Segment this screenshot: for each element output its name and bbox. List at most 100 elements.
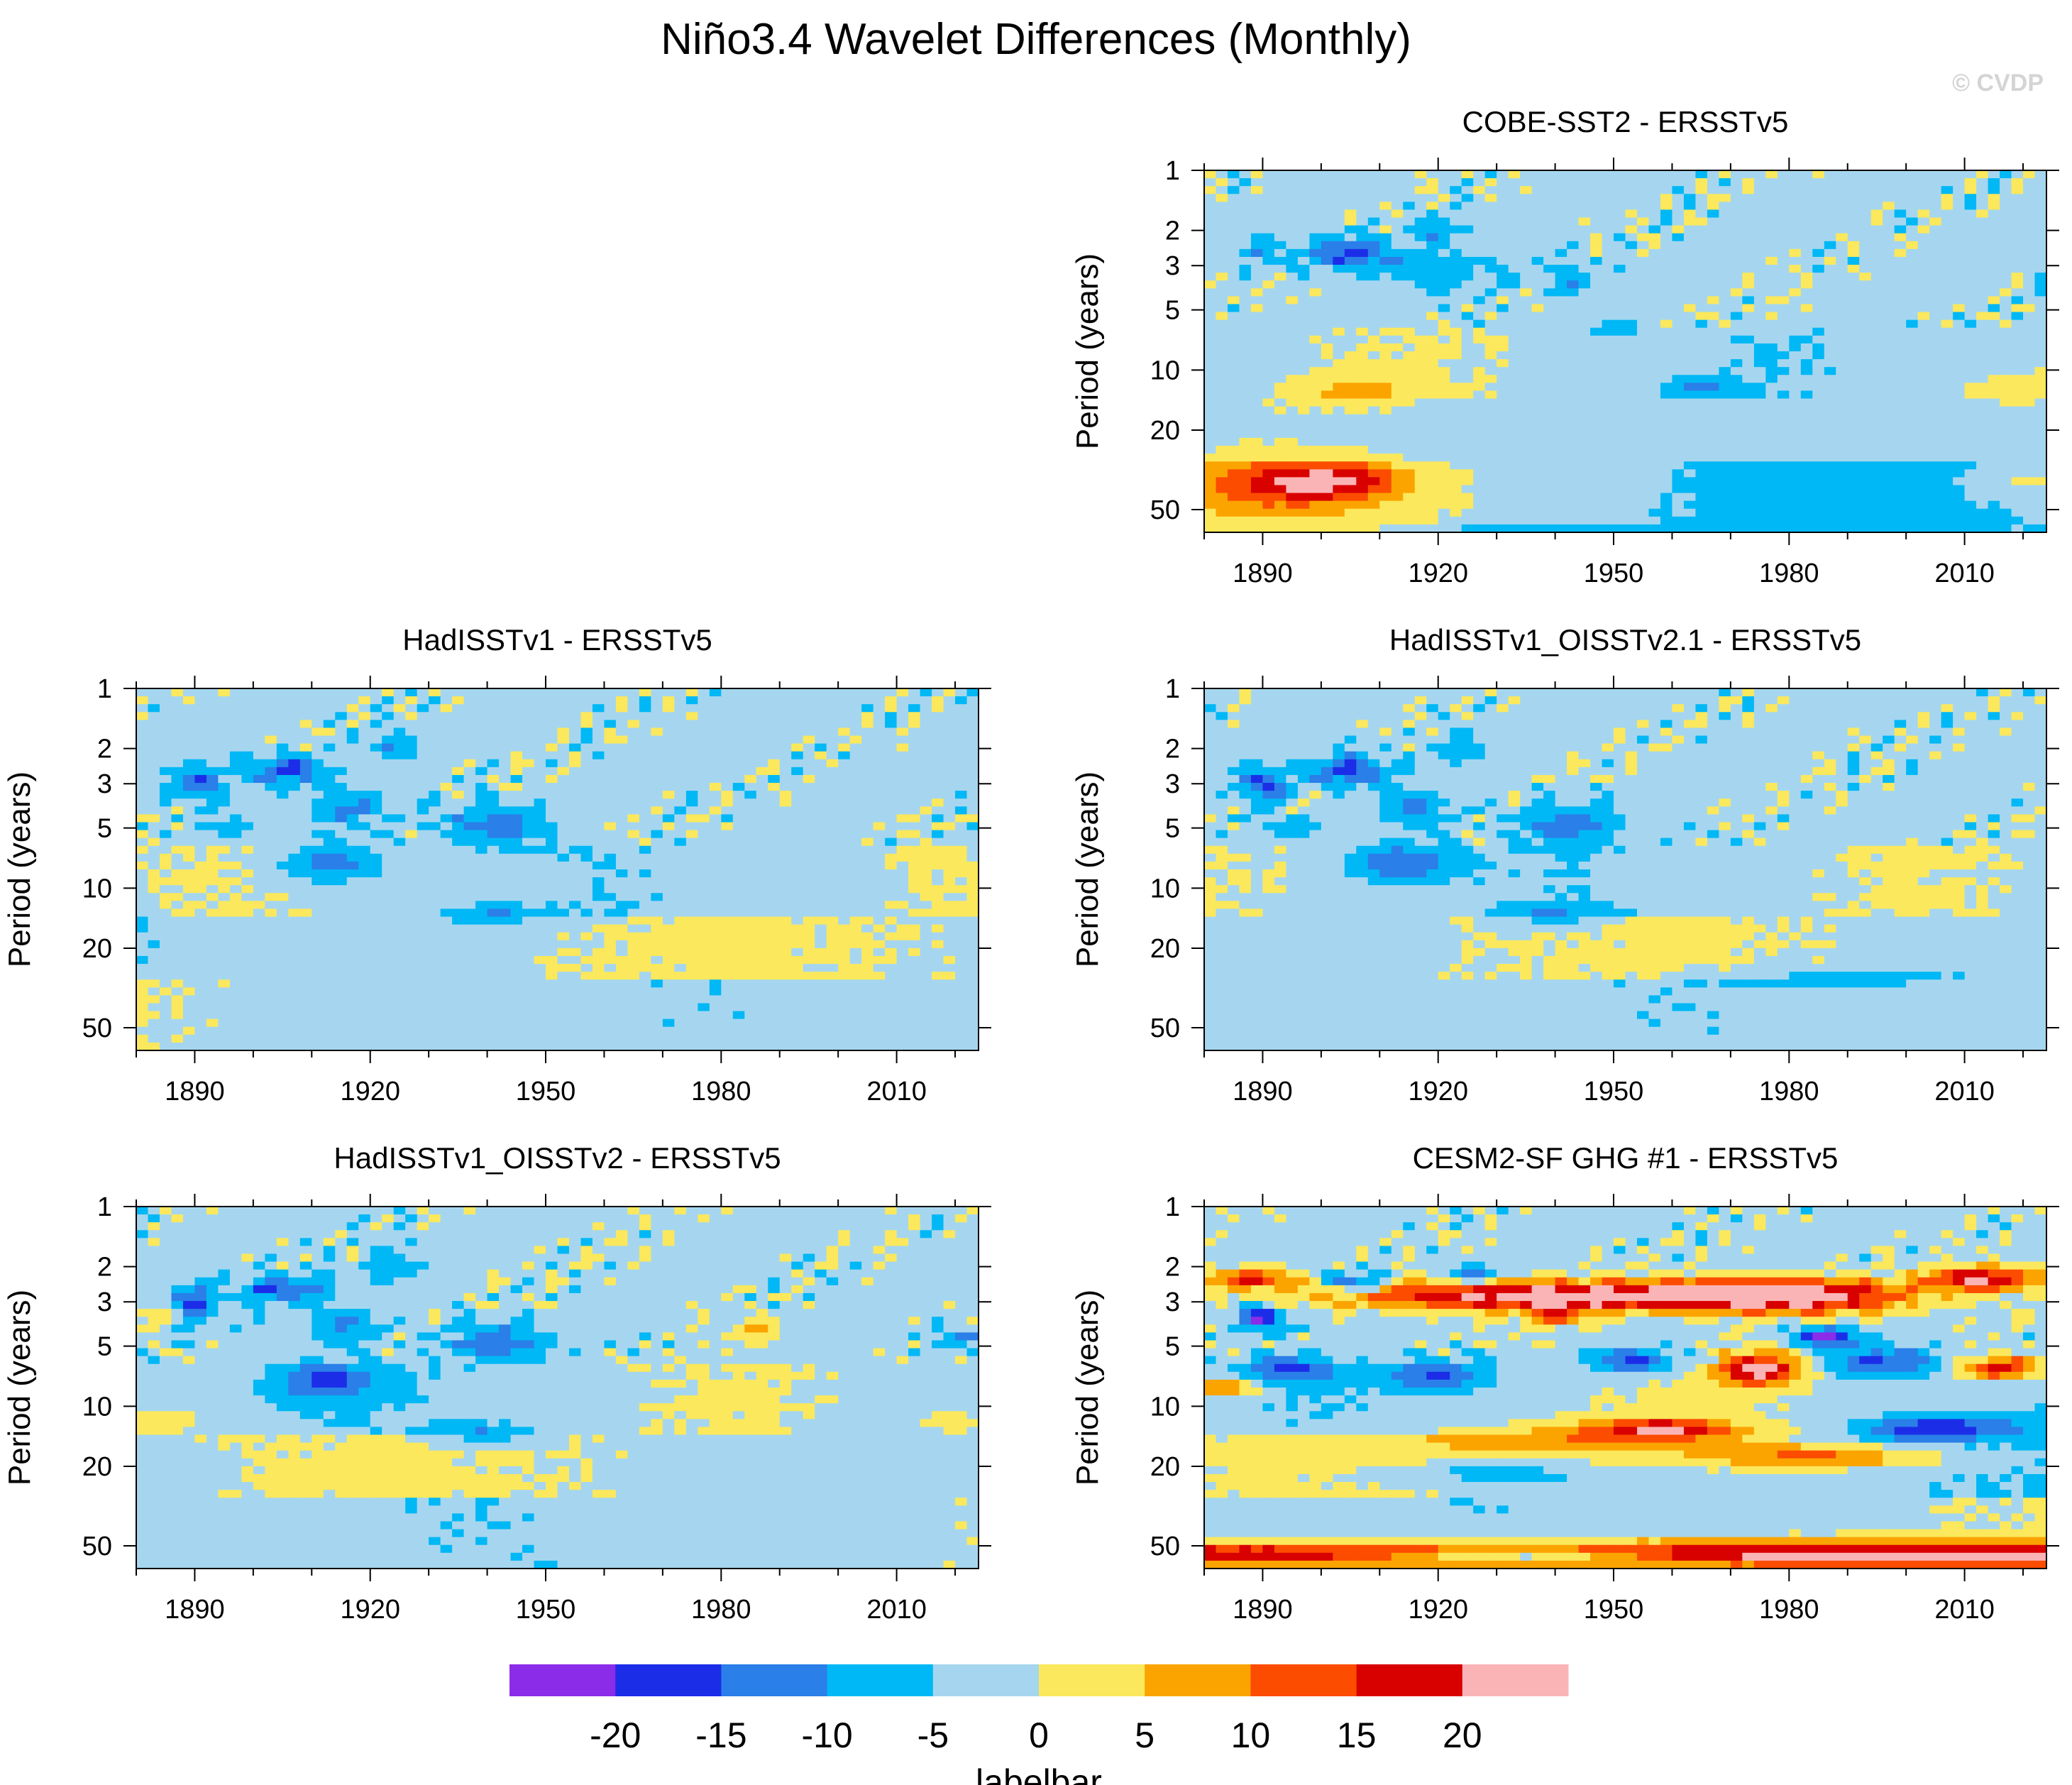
- heatmap-cell: [463, 751, 476, 760]
- heatmap-cell: [1426, 312, 1439, 321]
- heatmap-cell: [1438, 202, 1450, 211]
- heatmap-cell: [2011, 477, 2024, 486]
- heatmap-cell: [159, 727, 172, 737]
- heatmap-cell: [1672, 241, 1685, 250]
- heatmap-cell: [522, 720, 535, 729]
- heatmap-cell: [440, 735, 453, 745]
- heatmap-cell: [791, 830, 804, 839]
- heatmap-cell: [1742, 398, 1755, 407]
- heatmap-cell: [744, 853, 757, 862]
- heatmap-cell: [1367, 367, 1380, 375]
- heatmap-cell: [1730, 398, 1743, 407]
- heatmap-cell: [1976, 500, 1989, 510]
- heatmap-cell: [1929, 477, 1942, 486]
- heatmap-cell: [1403, 209, 1416, 219]
- heatmap-cell: [1508, 327, 1521, 336]
- heatmap-cell: [1906, 375, 1919, 383]
- heatmap-cell: [1988, 406, 2000, 415]
- heatmap-cell: [1683, 390, 1697, 400]
- heatmap-cell: [1297, 454, 1310, 462]
- heatmap-cell: [955, 712, 968, 720]
- heatmap-cell: [885, 814, 898, 823]
- heatmap-cell: [1602, 477, 1614, 486]
- heatmap-cell: [815, 806, 827, 815]
- heatmap-cell: [1426, 398, 1439, 407]
- heatmap-cell: [370, 845, 382, 855]
- heatmap-cell: [1941, 178, 1953, 187]
- heatmap-cell: [1250, 335, 1264, 344]
- heatmap-cell: [1602, 367, 1614, 375]
- heatmap-cell: [1321, 273, 1333, 281]
- heatmap-cell: [463, 814, 476, 823]
- heatmap-cell: [288, 712, 301, 720]
- heatmap-cell: [1520, 288, 1533, 297]
- heatmap-cell: [1438, 446, 1450, 454]
- heatmap-cell: [1917, 241, 1930, 250]
- heatmap-cell: [1520, 265, 1533, 273]
- heatmap-cell: [1883, 359, 1895, 368]
- heatmap-cell: [1824, 524, 1836, 532]
- heatmap-cell: [1906, 383, 1919, 392]
- heatmap-cell: [346, 814, 359, 823]
- heatmap-cell: [1367, 359, 1380, 368]
- heatmap-cell: [732, 712, 745, 720]
- heatmap-cell: [1403, 398, 1416, 407]
- heatmap-cell: [1917, 524, 1930, 532]
- heatmap-cell: [487, 688, 500, 697]
- heatmap-cell: [1765, 406, 1778, 415]
- heatmap-cell: [2000, 225, 2012, 234]
- heatmap-cell: [1953, 241, 1966, 250]
- heatmap-cell: [768, 774, 781, 784]
- heatmap-cell: [1414, 241, 1427, 250]
- heatmap-cell: [826, 767, 839, 776]
- heatmap-cell: [1847, 178, 1860, 187]
- heatmap-cell: [592, 759, 605, 768]
- heatmap-cell: [779, 837, 792, 847]
- heatmap-cell: [1250, 454, 1264, 462]
- heatmap-cell: [1707, 508, 1719, 517]
- heatmap-cell: [206, 735, 219, 745]
- heatmap-cell: [1250, 296, 1264, 305]
- heatmap-cell: [534, 830, 546, 839]
- heatmap-cell: [218, 696, 231, 705]
- heatmap-cell: [1672, 233, 1685, 242]
- heatmap-cell: [1450, 288, 1462, 297]
- heatmap-cell: [639, 830, 651, 839]
- heatmap-cell: [1894, 327, 1907, 336]
- heatmap-cell: [1964, 429, 1977, 439]
- heatmap-cell: [510, 822, 523, 831]
- heatmap-cell: [744, 798, 757, 807]
- heatmap-cell: [1497, 312, 1509, 321]
- x-tick-label: 2010: [1934, 559, 1995, 588]
- heatmap-cell: [1497, 383, 1509, 392]
- heatmap-cell: [604, 696, 617, 705]
- heatmap-cell: [1836, 516, 1848, 525]
- heatmap-cell: [1672, 304, 1685, 313]
- heatmap-cell: [1847, 304, 1860, 313]
- heatmap-cell: [499, 853, 512, 862]
- heatmap-cell: [1789, 202, 1802, 211]
- heatmap-cell: [721, 783, 734, 791]
- heatmap-cell: [1894, 375, 1907, 383]
- heatmap-cell: [1719, 335, 1731, 344]
- heatmap-cell: [1648, 454, 1661, 462]
- heatmap-cell: [1227, 312, 1240, 321]
- heatmap-cell: [768, 814, 781, 823]
- heatmap-cell: [1672, 312, 1685, 321]
- heatmap-cell: [861, 727, 874, 737]
- heatmap-cell: [1777, 359, 1790, 368]
- heatmap-cell: [1824, 383, 1836, 392]
- heatmap-cell: [2023, 406, 2036, 415]
- heatmap-cell: [346, 853, 359, 862]
- heatmap-cell: [1660, 429, 1673, 439]
- heatmap-cell: [1789, 477, 1802, 486]
- heatmap-cell: [1438, 178, 1450, 187]
- heatmap-cell: [1216, 319, 1228, 329]
- heatmap-cell: [1333, 429, 1345, 439]
- heatmap-cell: [440, 783, 453, 791]
- heatmap-cell: [1742, 304, 1755, 313]
- heatmap-cell: [1648, 186, 1661, 194]
- heatmap-cell: [323, 774, 336, 784]
- heatmap-cell: [1227, 367, 1240, 375]
- heatmap-cell: [568, 822, 582, 831]
